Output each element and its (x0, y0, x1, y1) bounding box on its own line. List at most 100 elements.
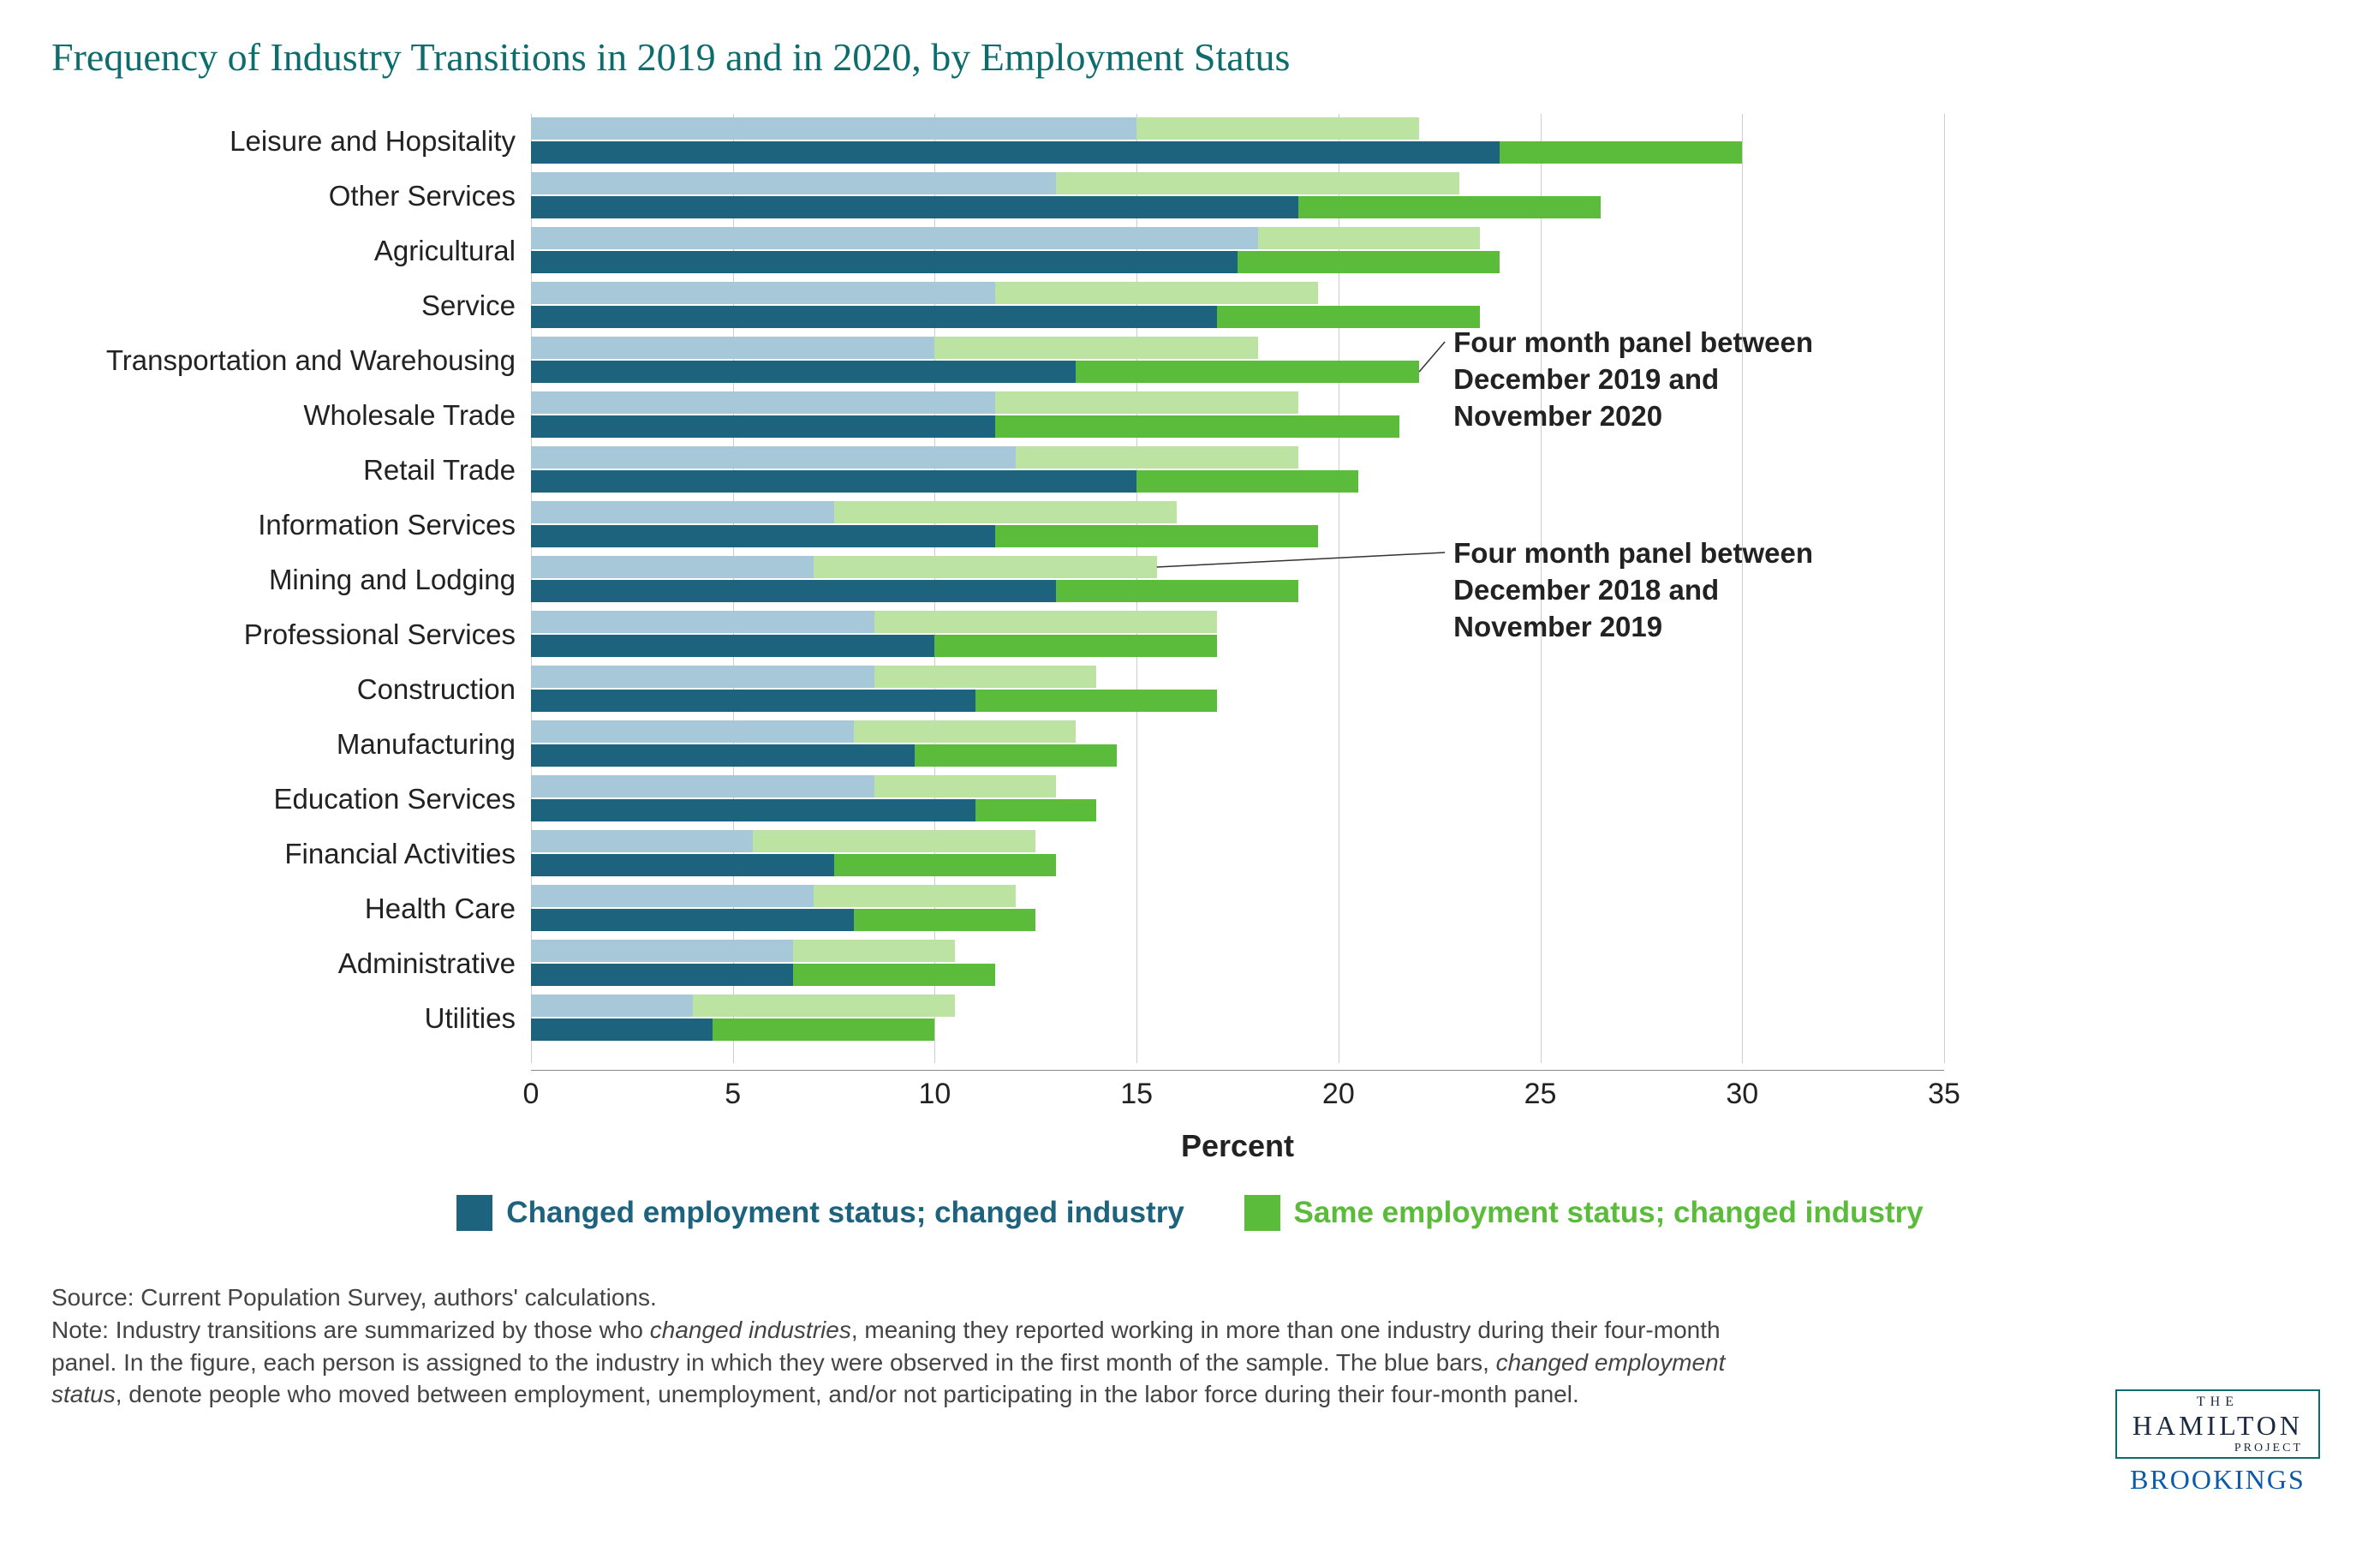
chart-row: Leisure and Hopsitality (531, 114, 1944, 169)
bar-2019-same (995, 391, 1298, 414)
x-tick-label: 15 (1120, 1078, 1153, 1111)
bar-2019-changed (531, 940, 793, 962)
x-tick-label: 0 (523, 1078, 540, 1111)
logo-brookings: BROOKINGS (2115, 1464, 2320, 1496)
legend-item-same: Same employment status; changed industry (1244, 1195, 1924, 1231)
legend-swatch-changed (456, 1195, 492, 1231)
bar-2019-same (834, 501, 1178, 523)
bar-2019-changed (531, 501, 834, 523)
bar-2020-changed (531, 1018, 713, 1041)
bar-2020-same (934, 635, 1217, 657)
bar-2020-same (1500, 141, 1742, 164)
bar-2019-changed (531, 172, 1056, 194)
category-label: Service (51, 278, 531, 333)
bar-2020-changed (531, 525, 995, 547)
note-line: Note: Industry transitions are summarize… (51, 1314, 1764, 1411)
chart-row: Construction (531, 662, 1944, 717)
category-label: Information Services (51, 498, 531, 552)
bar-2019-same (814, 556, 1157, 578)
category-label: Education Services (51, 772, 531, 827)
category-label: Mining and Lodging (51, 552, 531, 607)
bar-2020-same (915, 744, 1117, 767)
bar-2019-changed (531, 556, 814, 578)
x-tick-label: 10 (919, 1078, 951, 1111)
bar-2019-changed (531, 720, 854, 743)
category-label: Other Services (51, 169, 531, 224)
legend-label-same: Same employment status; changed industry (1294, 1196, 1924, 1230)
bar-2019-same (1136, 117, 1419, 140)
chart-row: Education Services (531, 772, 1944, 827)
bar-2019-changed (531, 282, 995, 304)
category-label: Wholesale Trade (51, 388, 531, 443)
bar-2020-changed (531, 690, 975, 712)
bar-2019-changed (531, 830, 753, 852)
legend-label-changed: Changed employment status; changed indus… (506, 1196, 1184, 1230)
x-axis-title: Percent (531, 1128, 1944, 1164)
bar-2019-same (793, 940, 955, 962)
gridline (1944, 114, 1945, 1063)
bar-2019-same (693, 994, 955, 1017)
bar-2019-same (934, 337, 1257, 359)
bar-2020-changed (531, 361, 1076, 383)
bar-2019-changed (531, 666, 874, 688)
bar-2020-changed (531, 470, 1136, 493)
logo-the: THE (2132, 1395, 2303, 1410)
bar-2020-changed (531, 909, 854, 931)
category-label: Financial Activities (51, 827, 531, 881)
category-label: Retail Trade (51, 443, 531, 498)
bar-2020-changed (531, 635, 934, 657)
legend-item-changed: Changed employment status; changed indus… (456, 1195, 1184, 1231)
category-label: Construction (51, 662, 531, 717)
bar-2019-changed (531, 117, 1136, 140)
category-label: Administrative (51, 936, 531, 991)
bar-2019-same (854, 720, 1076, 743)
category-label: Transportation and Warehousing (51, 333, 531, 388)
bar-2019-same (874, 775, 1056, 797)
bar-2020-changed (531, 415, 995, 438)
bar-2019-same (874, 666, 1096, 688)
logo-hamilton: HAMILTON (2132, 1410, 2303, 1442)
bar-2020-changed (531, 744, 915, 767)
chart-row: Financial Activities (531, 827, 1944, 881)
x-tick-label: 30 (1726, 1078, 1758, 1111)
bar-2019-same (874, 611, 1218, 633)
bar-2019-changed (531, 611, 874, 633)
legend: Changed employment status; changed indus… (51, 1195, 2329, 1239)
bar-2019-same (1258, 227, 1480, 249)
bar-2020-same (1298, 196, 1602, 218)
bar-2019-same (814, 885, 1016, 907)
bar-2019-same (1016, 446, 1298, 469)
chart-row: Manufacturing (531, 717, 1944, 772)
bar-2019-same (753, 830, 1035, 852)
bar-2019-same (995, 282, 1318, 304)
chart-row: Health Care (531, 881, 1944, 936)
category-label: Agricultural (51, 224, 531, 278)
bar-2019-changed (531, 227, 1258, 249)
bar-2020-changed (531, 799, 975, 821)
chart-row: Retail Trade (531, 443, 1944, 498)
legend-swatch-same (1244, 1195, 1280, 1231)
bar-2019-changed (531, 337, 934, 359)
chart-row: Administrative (531, 936, 1944, 991)
bar-2020-same (1217, 306, 1479, 328)
x-tick-label: 20 (1322, 1078, 1355, 1111)
bar-2020-same (834, 854, 1056, 876)
bar-2020-same (1136, 470, 1358, 493)
bar-2020-same (975, 799, 1096, 821)
bar-2019-same (1056, 172, 1459, 194)
bar-2020-same (793, 964, 995, 986)
bar-2020-same (1238, 251, 1500, 273)
bar-2019-changed (531, 994, 693, 1017)
annotation-2019: Four month panel between December 2018 a… (1453, 535, 1864, 646)
category-label: Manufacturing (51, 717, 531, 772)
bar-2020-changed (531, 964, 793, 986)
bar-2019-changed (531, 775, 874, 797)
x-tick-label: 25 (1524, 1078, 1557, 1111)
bar-2020-same (1056, 580, 1298, 602)
bar-2020-changed (531, 580, 1056, 602)
brookings-hamilton-logo: THE HAMILTON PROJECT BROOKINGS (2115, 1389, 2320, 1496)
bar-2020-same (995, 525, 1318, 547)
x-tick-label: 35 (1928, 1078, 1960, 1111)
bar-2020-changed (531, 251, 1238, 273)
x-axis: 05101520253035 (531, 1070, 1944, 1121)
